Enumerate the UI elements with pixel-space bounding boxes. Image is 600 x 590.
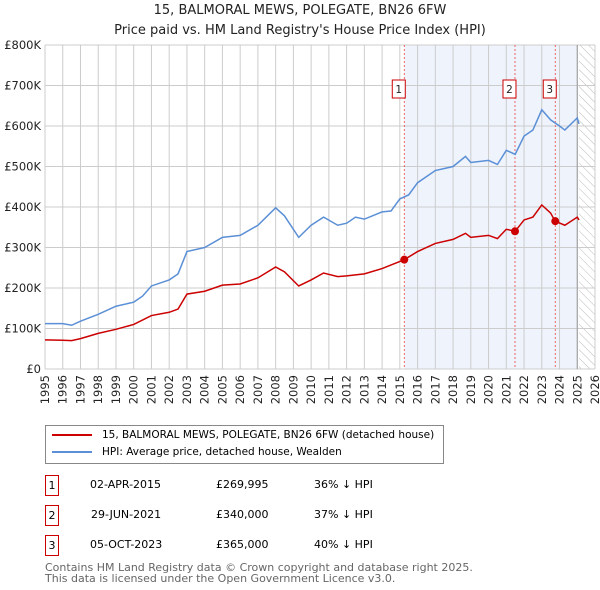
- x-tick-label: 1995: [38, 375, 52, 404]
- sale-number-label: 2: [506, 84, 513, 96]
- x-tick-label: 2019: [464, 375, 478, 404]
- sale-marker-label: 3: [45, 535, 59, 556]
- footer-note: Contains HM Land Registry data © Crown c…: [45, 562, 473, 584]
- x-tick-label: 2017: [428, 375, 442, 404]
- x-tick-label: 2010: [304, 375, 318, 404]
- x-tick-label: 2006: [233, 375, 247, 404]
- sale-marker-label: 1: [45, 475, 59, 496]
- legend-swatch-hpi: [52, 451, 92, 453]
- x-tick-label: 2013: [357, 375, 371, 404]
- sale-hpi-diff: 40% ↓ HPI: [314, 538, 373, 551]
- x-tick-label: 2008: [269, 375, 283, 404]
- sale-date: 02-APR-2015: [90, 478, 162, 491]
- y-tick-label: £500K: [4, 160, 41, 174]
- sale-price: £340,000: [216, 508, 269, 521]
- y-tick-label: £700K: [4, 79, 41, 93]
- sale-hpi-diff: 36% ↓ HPI: [314, 478, 373, 491]
- sale-number-label: 3: [546, 84, 553, 96]
- chart-subtitle: Price paid vs. HM Land Registry's House …: [114, 23, 486, 38]
- sale-hpi-diff: 37% ↓ HPI: [314, 508, 373, 521]
- x-tick-label: 2000: [127, 375, 141, 404]
- sale-point: [510, 227, 519, 236]
- x-tick-label: 1998: [91, 375, 105, 404]
- footer-line-1: Contains HM Land Registry data © Crown c…: [45, 561, 473, 574]
- x-tick-label: 1999: [109, 375, 123, 404]
- x-tick-label: 2003: [180, 375, 194, 404]
- x-tick-label: 2022: [517, 375, 531, 404]
- x-tick-label: 2012: [340, 375, 354, 404]
- x-tick-label: 2024: [553, 375, 567, 404]
- sale-point: [400, 255, 409, 264]
- sale-date: 29-JUN-2021: [91, 508, 162, 521]
- y-tick-label: £0: [26, 362, 41, 376]
- x-tick-label: 2025: [570, 375, 584, 404]
- x-tick-label: 1996: [56, 375, 70, 404]
- x-tick-label: 2009: [286, 375, 300, 404]
- sale-price: £269,995: [216, 478, 269, 491]
- legend-swatch-property: [52, 434, 92, 436]
- x-tick-label: 2005: [215, 375, 229, 404]
- hpi-line: [45, 108, 580, 327]
- chart-title: 15, BALMORAL MEWS, POLEGATE, BN26 6FW: [153, 3, 447, 18]
- legend-label-hpi: HPI: Average price, detached house, Weal…: [102, 446, 342, 458]
- x-tick-label: 2018: [446, 375, 460, 404]
- legend-label-property: 15, BALMORAL MEWS, POLEGATE, BN26 6FW (d…: [102, 429, 435, 441]
- property-price-line: [44, 203, 580, 342]
- y-tick-label: £100K: [4, 322, 41, 336]
- x-tick-label: 2016: [411, 375, 425, 404]
- x-tick-label: 1997: [73, 375, 87, 404]
- sale-number-box: [502, 79, 517, 99]
- footer-line-2: This data is licensed under the Open Gov…: [45, 572, 396, 585]
- y-tick-label: £600K: [4, 119, 41, 133]
- sale-point: [551, 217, 560, 226]
- y-tick-label: £300K: [4, 241, 41, 255]
- legend: 15, BALMORAL MEWS, POLEGATE, BN26 6FW (d…: [45, 425, 444, 464]
- y-tick-label: £400K: [4, 200, 41, 214]
- sale-number-box: [542, 79, 557, 99]
- sale-number-label: 1: [395, 84, 402, 96]
- y-tick-label: £800K: [4, 38, 41, 52]
- x-tick-label: 2002: [162, 375, 176, 404]
- x-tick-label: 2023: [535, 375, 549, 404]
- x-tick-label: 2014: [375, 375, 389, 404]
- x-tick-label: 2026: [588, 375, 600, 404]
- x-tick-label: 2004: [198, 375, 212, 404]
- sale-marker-label: 2: [45, 505, 59, 526]
- x-tick-label: 2015: [393, 375, 407, 404]
- x-tick-label: 2011: [322, 375, 336, 404]
- price-chart: 1995 1996 1997 1998 1999 2000 2001 2002 2003 2004…: [4, 38, 600, 404]
- x-tick-label: 2001: [144, 375, 158, 404]
- sale-date: 05-OCT-2023: [90, 538, 163, 551]
- sale-number-box: [391, 79, 406, 99]
- x-tick-label: 2021: [499, 375, 513, 404]
- sale-price: £365,000: [216, 538, 269, 551]
- x-tick-label: 2020: [482, 375, 496, 404]
- y-tick-label: £200K: [4, 281, 41, 295]
- x-tick-label: 2007: [251, 375, 265, 404]
